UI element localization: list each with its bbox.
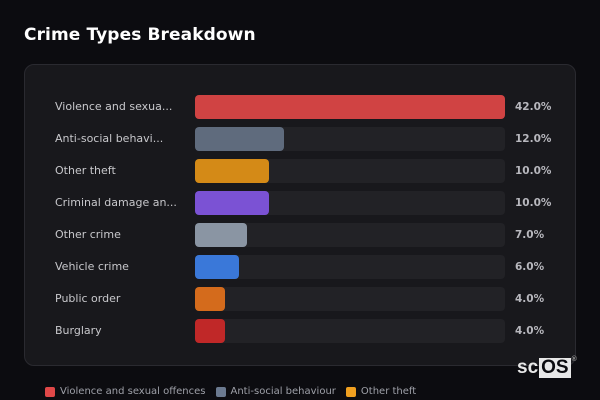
bar-fill[interactable] xyxy=(195,287,225,311)
bar-label: Anti-social behavi... xyxy=(55,132,164,145)
bar-value: 10.0% xyxy=(515,165,552,177)
bar-label: Violence and sexua... xyxy=(55,100,173,113)
bar-value: 10.0% xyxy=(515,197,552,209)
bar-label: Public order xyxy=(55,292,121,305)
bar-fill[interactable] xyxy=(195,255,239,279)
bar-value: 4.0% xyxy=(515,293,545,305)
bar-label: Criminal damage an... xyxy=(55,196,177,209)
legend-label: Anti-social behaviour xyxy=(230,386,336,397)
legend-swatch-icon xyxy=(45,386,55,397)
bar-row: Other crime 7.0% xyxy=(25,223,575,247)
registered-mark-icon: ® xyxy=(571,356,577,363)
legend-item[interactable]: Other theft xyxy=(345,386,417,397)
bar-fill[interactable] xyxy=(195,159,269,183)
bar-track xyxy=(195,223,505,247)
bar-fill[interactable] xyxy=(195,223,247,247)
bar-row: Other theft 10.0% xyxy=(25,159,575,183)
legend-item[interactable]: Anti-social behaviour xyxy=(215,386,336,397)
legend-swatch-icon xyxy=(215,386,226,397)
legend-swatch-icon xyxy=(345,386,356,397)
bar-fill[interactable] xyxy=(195,319,225,343)
chart-legend: Violence and sexual offences Anti-social … xyxy=(45,386,416,397)
chart-panel: Violence and sexua... 42.0% Anti-social be… xyxy=(24,64,576,366)
bar-track xyxy=(195,255,505,279)
logo-text-os: OS xyxy=(539,357,571,378)
legend-label: Other theft xyxy=(360,386,417,397)
bar-value: 4.0% xyxy=(515,325,545,337)
bar-row: Public order 4.0% xyxy=(25,287,575,311)
bar-track xyxy=(195,159,505,183)
bar-track xyxy=(195,191,505,215)
bar-row: Criminal damage an... 10.0% xyxy=(25,191,575,215)
bar-row: Violence and sexua... 42.0% xyxy=(25,95,575,119)
bar-value: 7.0% xyxy=(515,229,545,241)
bar-fill[interactable] xyxy=(195,191,269,215)
scos-logo: sc OS ® xyxy=(517,356,577,378)
legend-label: Violence and sexual offences xyxy=(60,386,206,397)
bar-track xyxy=(195,95,505,119)
bar-row: Burglary 4.0% xyxy=(25,319,575,343)
bar-value: 42.0% xyxy=(515,101,552,113)
bar-label: Other crime xyxy=(55,228,121,241)
bar-track xyxy=(195,287,505,311)
bar-fill[interactable] xyxy=(195,95,505,119)
bar-row: Vehicle crime 6.0% xyxy=(25,255,575,279)
bar-track xyxy=(195,127,505,151)
logo-text-sc: sc xyxy=(517,357,539,378)
bar-fill[interactable] xyxy=(195,127,284,151)
bar-label: Other theft xyxy=(55,164,116,177)
bar-label: Vehicle crime xyxy=(55,260,129,273)
bar-value: 6.0% xyxy=(515,261,545,273)
bar-track xyxy=(195,319,505,343)
bar-label: Burglary xyxy=(55,324,102,337)
bar-row: Anti-social behavi... 12.0% xyxy=(25,127,575,151)
legend-item[interactable]: Violence and sexual offences xyxy=(45,386,206,397)
bar-value: 12.0% xyxy=(515,133,552,145)
chart-title: Crime Types Breakdown xyxy=(24,25,256,45)
